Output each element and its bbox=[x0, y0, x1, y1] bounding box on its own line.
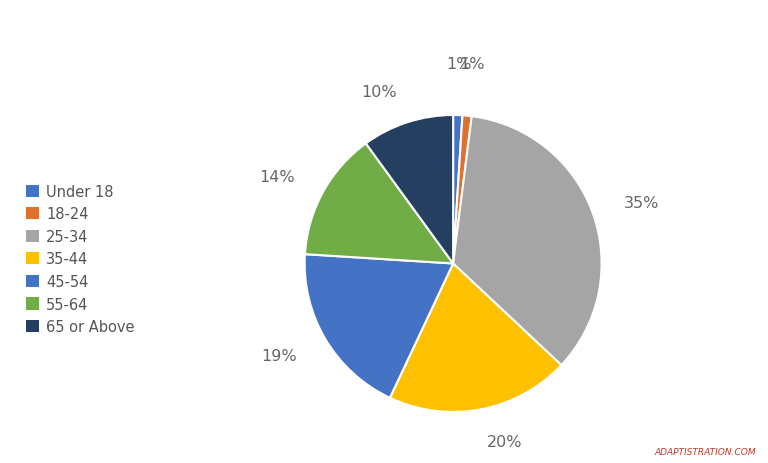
Text: 14%: 14% bbox=[259, 169, 294, 184]
Wedge shape bbox=[366, 116, 453, 264]
Wedge shape bbox=[453, 117, 601, 365]
Wedge shape bbox=[453, 116, 462, 264]
Text: 19%: 19% bbox=[262, 349, 297, 363]
Wedge shape bbox=[390, 264, 561, 412]
Wedge shape bbox=[453, 116, 472, 264]
Wedge shape bbox=[305, 144, 453, 264]
Legend: Under 18, 18-24, 25-34, 35-44, 45-54, 55-64, 65 or Above: Under 18, 18-24, 25-34, 35-44, 45-54, 55… bbox=[25, 184, 134, 334]
Wedge shape bbox=[305, 255, 453, 398]
Text: ADAPTISTRATION.COM: ADAPTISTRATION.COM bbox=[655, 447, 756, 456]
Text: 1%: 1% bbox=[447, 56, 472, 71]
Text: 20%: 20% bbox=[487, 434, 522, 449]
Text: 10%: 10% bbox=[362, 85, 397, 100]
Text: 1%: 1% bbox=[459, 57, 485, 72]
Text: AGE GROUPS: AGE GROUPS bbox=[220, 17, 548, 60]
Text: 35%: 35% bbox=[624, 195, 659, 210]
